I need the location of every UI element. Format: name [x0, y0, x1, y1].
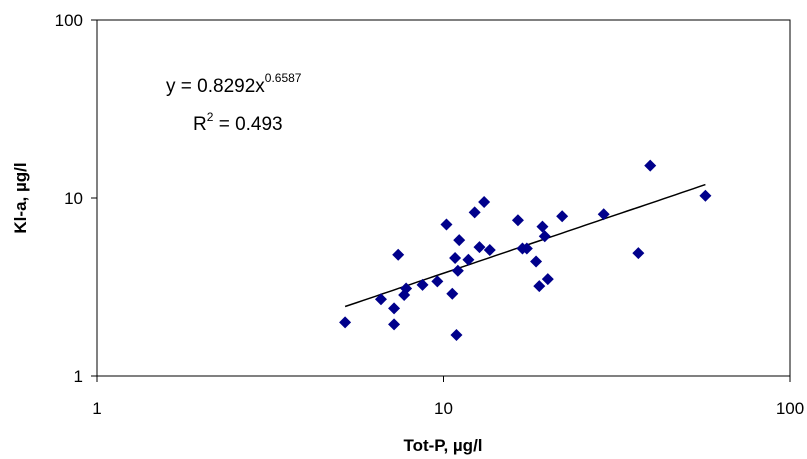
- data-point: [453, 234, 466, 247]
- data-point: [644, 159, 657, 172]
- data-point: [450, 328, 463, 341]
- r-squared-value: = 0.493: [213, 114, 282, 135]
- x-tick-label: 1: [92, 399, 101, 418]
- data-point: [597, 208, 610, 221]
- data-point: [511, 214, 524, 227]
- data-point: [533, 280, 546, 293]
- data-point: [538, 230, 551, 243]
- data-point: [392, 248, 405, 261]
- data-point: [374, 293, 387, 306]
- y-tick-label: 1: [74, 367, 83, 386]
- r-squared-base: R: [193, 114, 207, 135]
- x-axis-title: Tot-P, µg/l: [403, 436, 482, 455]
- data-point: [632, 247, 645, 260]
- data-point: [400, 282, 413, 295]
- y-axis-title: Kl-a, µg/l: [11, 162, 30, 233]
- r-squared-exponent: 2: [207, 110, 214, 124]
- data-point: [530, 255, 543, 268]
- data-point: [541, 273, 554, 286]
- data-point: [449, 252, 462, 265]
- trend-equation-exponent: 0.6587: [265, 71, 302, 85]
- x-tick-label: 100: [776, 399, 804, 418]
- plot-area-frame: [96, 19, 791, 377]
- data-point: [556, 210, 569, 223]
- data-point: [388, 318, 401, 331]
- axis-ticks: [91, 19, 791, 382]
- data-point: [520, 242, 533, 255]
- data-point: [468, 206, 481, 219]
- data-point: [339, 316, 352, 329]
- data-point: [446, 287, 459, 300]
- data-point: [483, 244, 496, 257]
- trend-equation: y = 0.8292x0.6587: [166, 71, 302, 97]
- axis-tick-labels: 1 10 100 1 10 100: [55, 11, 805, 418]
- data-point: [416, 278, 429, 291]
- y-tick-label: 100: [55, 11, 83, 30]
- data-point: [388, 302, 401, 315]
- data-point: [431, 275, 444, 288]
- data-points: [339, 159, 712, 341]
- data-point: [536, 220, 549, 233]
- data-point: [451, 264, 464, 277]
- data-point: [440, 218, 453, 231]
- y-tick-label: 10: [64, 189, 83, 208]
- data-point: [478, 195, 491, 208]
- data-point: [462, 253, 475, 266]
- data-point: [699, 189, 712, 202]
- trend-equation-base: y = 0.8292x: [166, 76, 265, 97]
- data-point: [473, 241, 486, 254]
- r-squared-label: R2 = 0.493: [193, 110, 283, 135]
- x-tick-label: 10: [434, 399, 453, 418]
